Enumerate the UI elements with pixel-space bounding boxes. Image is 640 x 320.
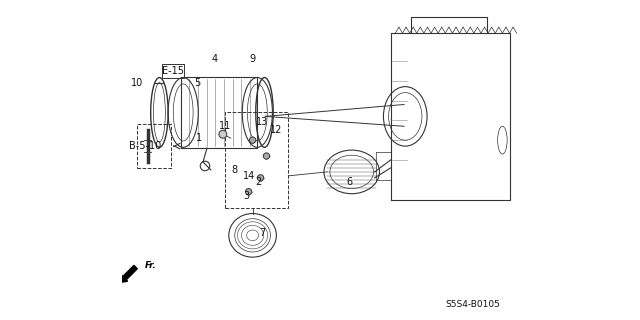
Text: Fr.: Fr. — [145, 260, 156, 269]
Text: B-5-10: B-5-10 — [129, 141, 162, 151]
Circle shape — [219, 130, 227, 138]
Text: 4: 4 — [212, 54, 218, 64]
Text: 11: 11 — [219, 121, 231, 131]
Text: 9: 9 — [250, 54, 255, 64]
Text: 3: 3 — [244, 191, 250, 201]
FancyArrow shape — [120, 265, 138, 282]
Text: 10: 10 — [131, 78, 143, 88]
Text: 6: 6 — [347, 177, 353, 187]
Text: 13: 13 — [257, 117, 269, 127]
Text: E-15: E-15 — [163, 66, 184, 76]
Circle shape — [263, 153, 269, 159]
Text: S5S4-B0105: S5S4-B0105 — [445, 300, 500, 309]
Text: 14: 14 — [243, 171, 255, 181]
Text: 12: 12 — [270, 125, 283, 135]
Text: 5: 5 — [194, 78, 200, 88]
Text: 1: 1 — [196, 133, 202, 143]
Circle shape — [250, 137, 256, 143]
Text: 8: 8 — [232, 165, 238, 175]
Circle shape — [257, 175, 264, 181]
Text: 7: 7 — [259, 228, 266, 238]
Text: 2: 2 — [255, 177, 262, 187]
Circle shape — [246, 188, 252, 195]
